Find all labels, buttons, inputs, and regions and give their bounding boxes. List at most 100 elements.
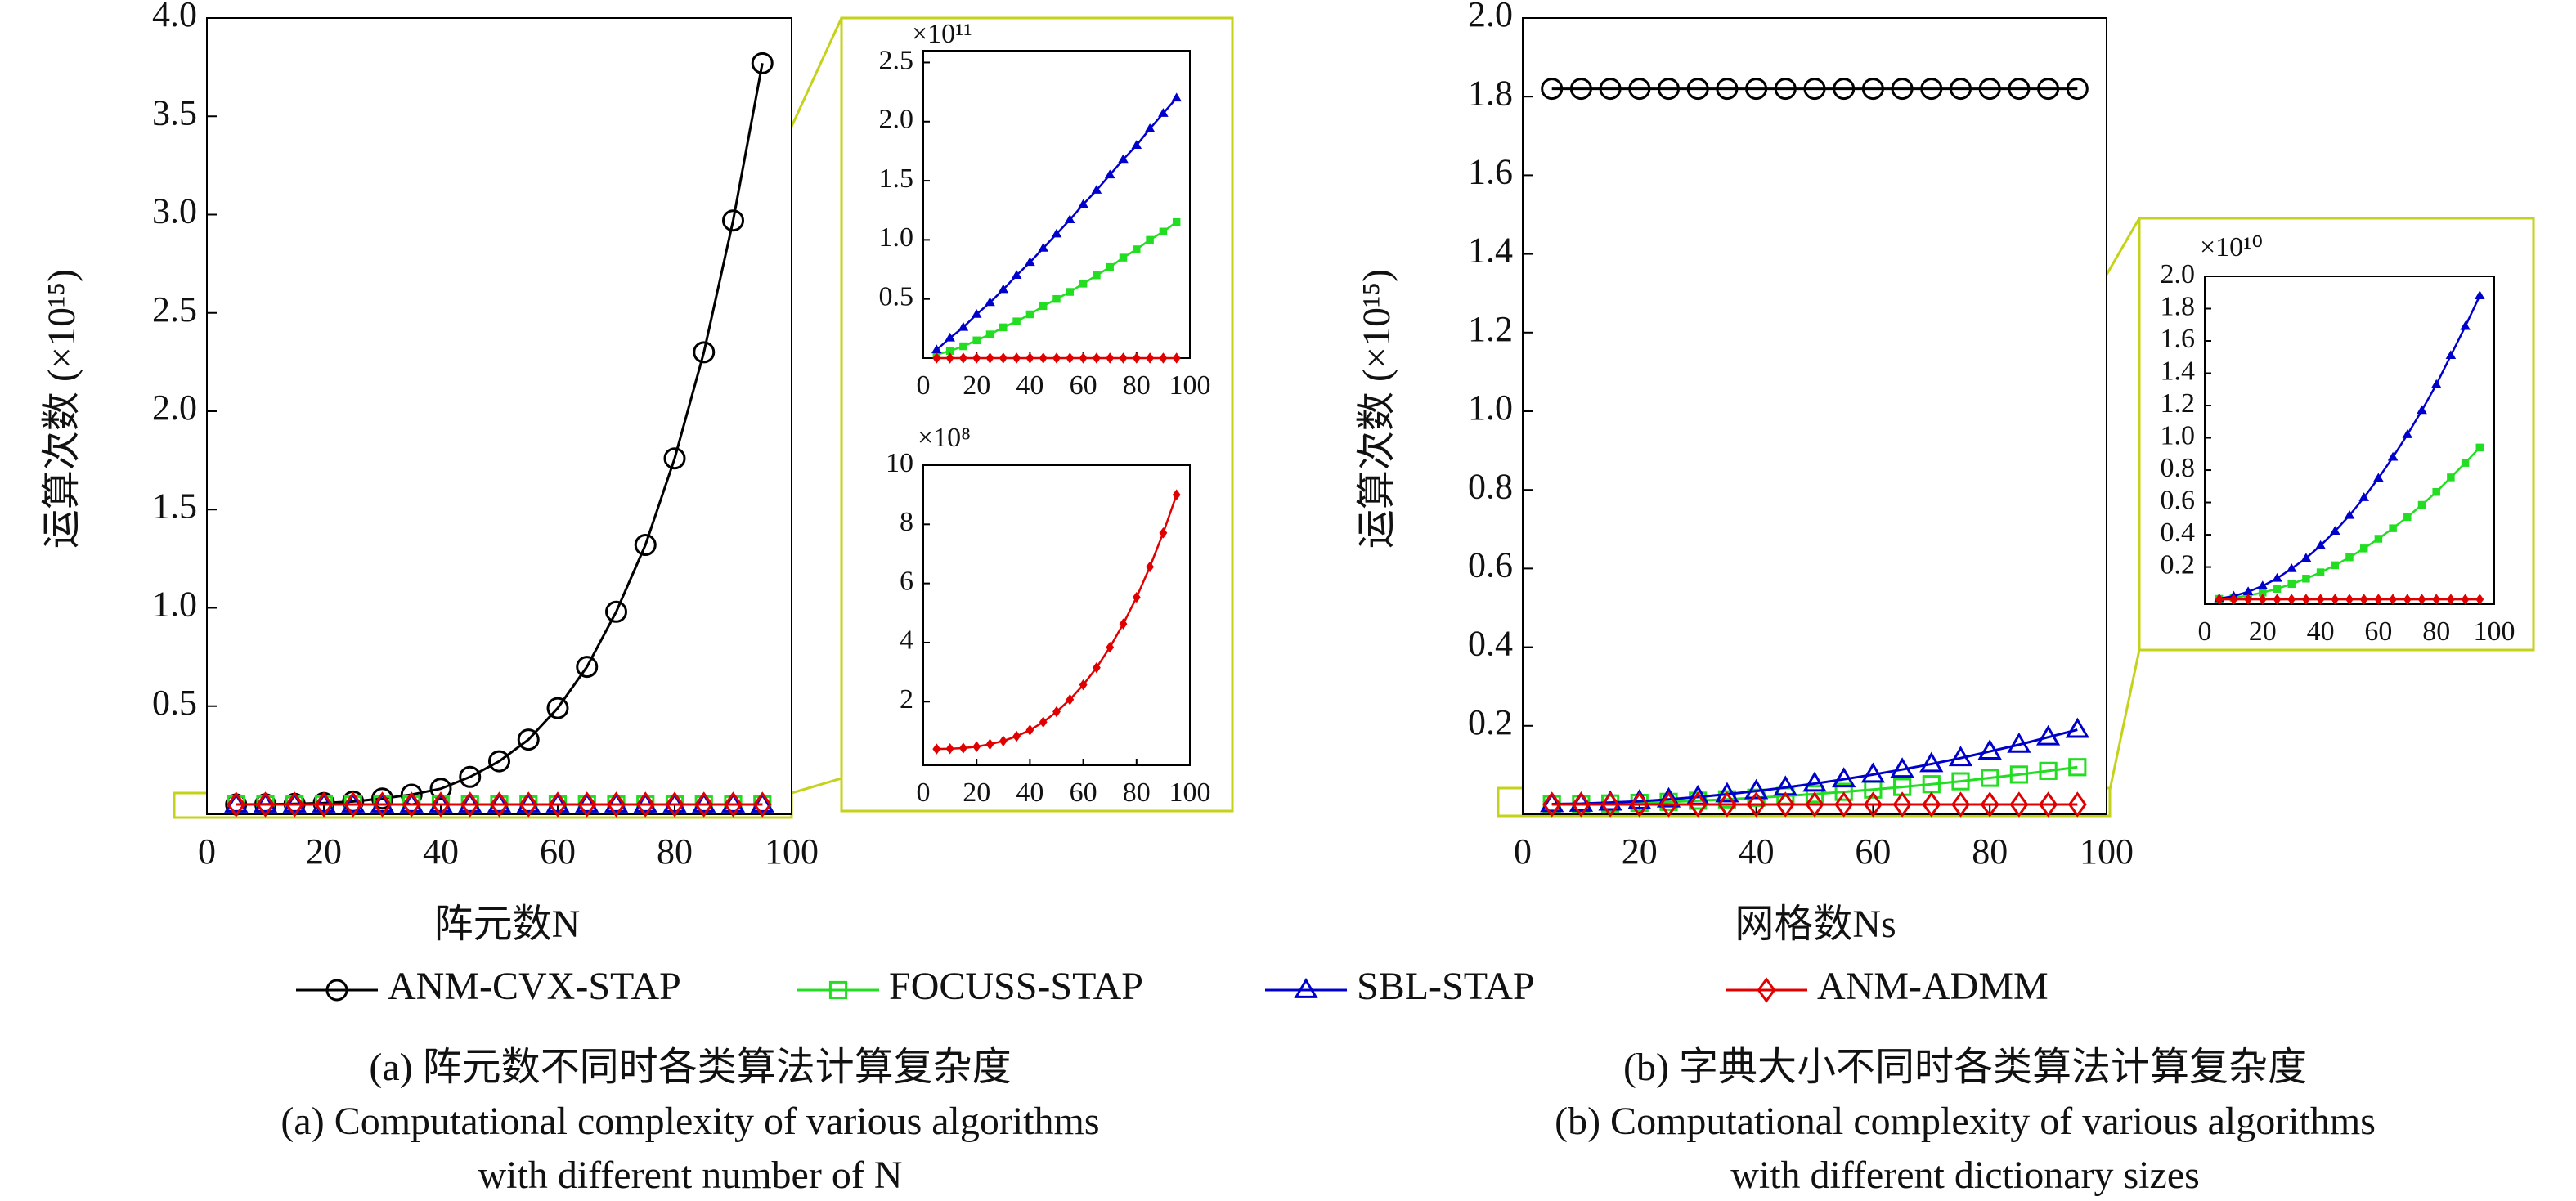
- marker: [1919, 751, 1944, 773]
- marker: [2272, 572, 2282, 582]
- y-tick-label: 2.0: [879, 105, 914, 135]
- marker: [1144, 123, 1156, 132]
- marker: [1599, 78, 1622, 101]
- marker: [2039, 791, 2058, 818]
- marker: [1977, 739, 2002, 760]
- marker: [720, 792, 746, 813]
- marker: [373, 791, 392, 818]
- marker: [959, 342, 967, 351]
- marker: [1834, 791, 1854, 818]
- x-tick-label: 0: [198, 831, 216, 872]
- marker: [2315, 540, 2326, 549]
- marker: [2037, 78, 2060, 101]
- marker: [958, 352, 967, 364]
- legend-label: ANM-ADMM: [1817, 965, 2049, 1008]
- marker: [575, 792, 599, 813]
- marker: [1172, 352, 1181, 364]
- marker: [516, 792, 541, 813]
- marker: [2009, 791, 2029, 818]
- x-tick-label: 20: [2249, 616, 2277, 647]
- x-tick-label: 40: [423, 831, 459, 872]
- marker: [692, 792, 716, 813]
- marker: [341, 792, 366, 813]
- marker: [1119, 618, 1128, 630]
- marker: [517, 728, 540, 751]
- marker: [1774, 78, 1797, 101]
- marker: [1039, 302, 1048, 311]
- y-tick-label: 0.8: [1468, 466, 1513, 506]
- marker: [1834, 782, 1853, 801]
- marker: [1600, 791, 1620, 818]
- marker: [2039, 761, 2058, 780]
- x-tick-label: 60: [2364, 616, 2392, 647]
- x-tick-label: 40: [1016, 370, 1043, 401]
- marker: [2374, 535, 2383, 543]
- y-tick-label: 0.8: [2161, 453, 2196, 483]
- y-tick-label: 3.5: [152, 92, 197, 132]
- marker: [1630, 791, 1649, 818]
- marker: [750, 792, 774, 813]
- x-tick-label: 80: [1123, 778, 1151, 808]
- marker: [1064, 214, 1075, 224]
- y-tick-label: 1.8: [2161, 291, 2196, 321]
- marker: [958, 321, 969, 331]
- marker: [227, 791, 246, 818]
- marker: [972, 336, 981, 345]
- marker: [972, 352, 981, 364]
- marker: [945, 352, 954, 364]
- marker: [2287, 580, 2296, 589]
- marker: [1656, 786, 1681, 808]
- marker: [1891, 78, 1914, 101]
- y-tick-label: 1.5: [152, 486, 197, 526]
- marker: [1922, 791, 1941, 818]
- y-tick-label: 1.4: [2161, 356, 2196, 386]
- marker: [605, 600, 627, 623]
- marker: [1104, 169, 1115, 179]
- marker: [1950, 78, 1972, 101]
- marker: [487, 792, 512, 813]
- marker: [576, 656, 599, 679]
- marker: [429, 778, 452, 800]
- marker: [932, 743, 941, 755]
- marker: [1106, 262, 1114, 271]
- y-tick-label: 8: [900, 507, 913, 537]
- y-tick-label: 1.4: [1468, 231, 1513, 271]
- caption: with different number of N: [478, 1154, 903, 1197]
- marker: [2257, 580, 2269, 589]
- marker: [1951, 791, 1970, 818]
- marker: [1159, 527, 1168, 539]
- y-tick-label: 1.6: [1468, 151, 1513, 191]
- plot-frame: [2204, 276, 2495, 605]
- plot-frame: [922, 464, 1191, 766]
- marker: [2446, 594, 2455, 605]
- marker: [2244, 594, 2253, 605]
- legend-marker: [325, 979, 348, 1002]
- marker: [1039, 716, 1048, 728]
- plot-frame: [922, 50, 1191, 359]
- marker: [343, 791, 363, 818]
- marker: [460, 791, 480, 818]
- marker: [1025, 310, 1034, 319]
- marker: [1744, 778, 1769, 800]
- y-tick-label: 6: [900, 566, 913, 596]
- marker: [1093, 271, 1101, 280]
- marker: [634, 534, 657, 557]
- marker: [402, 791, 421, 818]
- marker: [429, 792, 453, 813]
- y-tick-label: 0.2: [1468, 702, 1513, 742]
- marker: [431, 791, 451, 818]
- y-tick-label: 1.2: [2161, 388, 2196, 419]
- marker: [2258, 594, 2267, 605]
- marker: [607, 791, 626, 818]
- marker: [2432, 487, 2440, 496]
- marker: [1146, 235, 1154, 244]
- marker: [972, 741, 981, 752]
- marker: [2474, 290, 2485, 299]
- marker: [2273, 585, 2282, 593]
- marker: [1011, 270, 1022, 280]
- marker: [1106, 641, 1115, 653]
- marker: [370, 792, 395, 813]
- zoom-connector: [791, 777, 842, 795]
- legend-label: FOCUSS-STAP: [889, 965, 1143, 1008]
